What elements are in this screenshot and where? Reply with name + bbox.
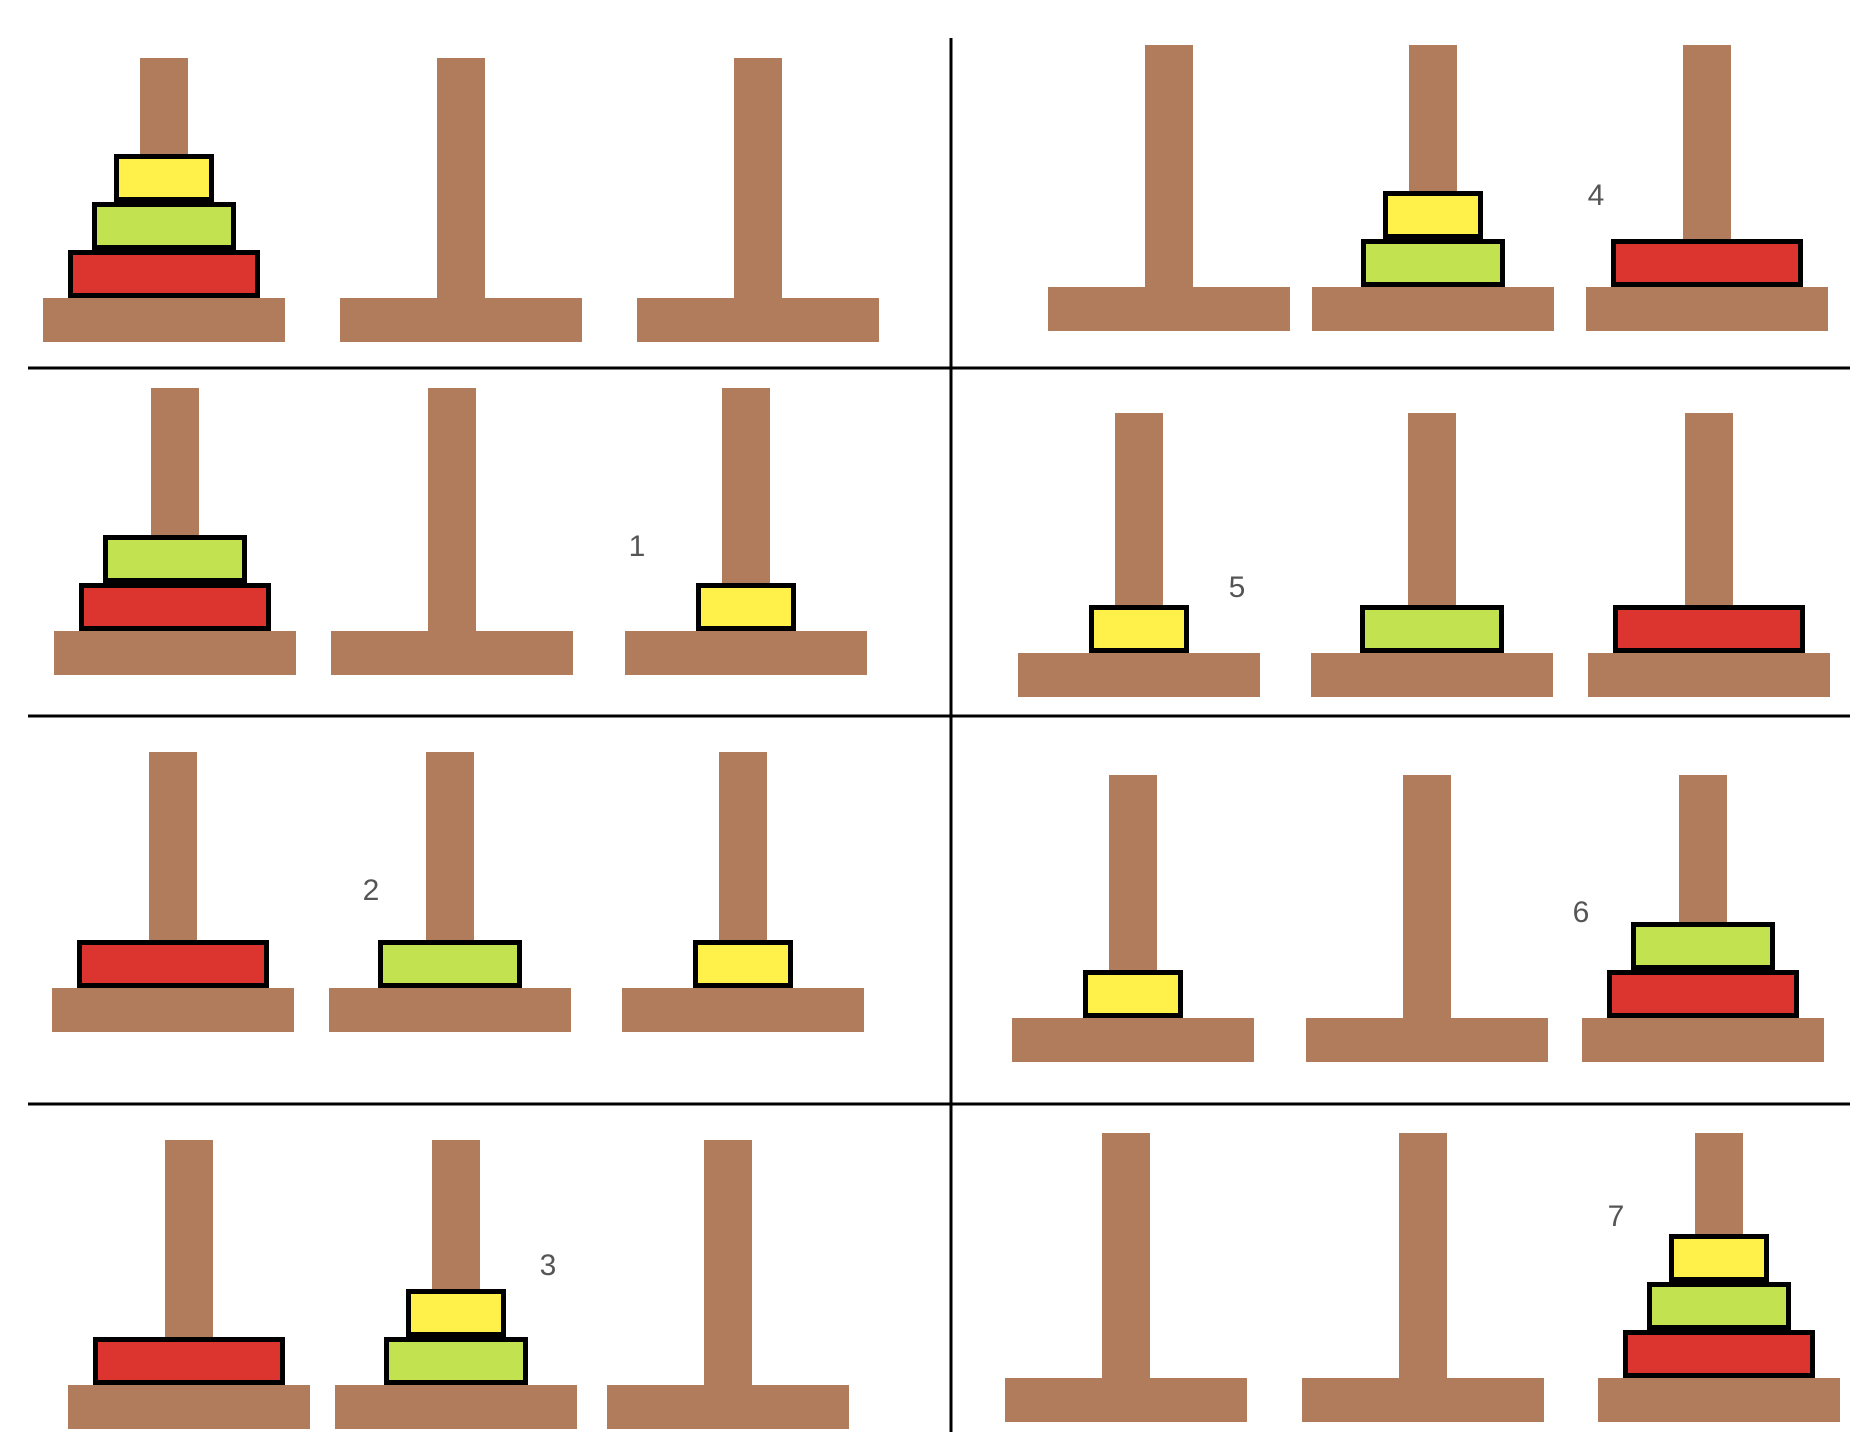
step-number: 3 xyxy=(540,1249,557,1282)
large-disk xyxy=(79,583,271,631)
panels: 1 2 3 4 5 6 7 xyxy=(43,45,1840,1429)
peg-2 xyxy=(340,58,582,342)
peg-base xyxy=(52,988,294,1032)
peg-base xyxy=(1312,287,1554,331)
peg-1 xyxy=(1018,413,1260,697)
peg-base xyxy=(1302,1378,1544,1422)
peg-1 xyxy=(1012,775,1254,1062)
peg-pole xyxy=(428,388,476,631)
peg-base xyxy=(625,631,867,675)
peg-pole xyxy=(1403,775,1451,1018)
peg-3 xyxy=(622,752,864,1032)
small-disk xyxy=(1083,970,1183,1018)
peg-base xyxy=(331,631,573,675)
panel-3: 3 xyxy=(68,1140,849,1429)
peg-3 xyxy=(625,388,867,675)
medium-disk xyxy=(1360,605,1504,653)
small-disk xyxy=(696,583,796,631)
peg-1 xyxy=(1005,1133,1247,1422)
peg-base xyxy=(1012,1018,1254,1062)
panel-1: 1 xyxy=(54,388,867,675)
peg-pole xyxy=(704,1140,752,1385)
peg-base xyxy=(1586,287,1828,331)
peg-pole xyxy=(1399,1133,1447,1378)
large-disk xyxy=(93,1337,285,1385)
peg-base xyxy=(1311,653,1553,697)
peg-3 xyxy=(607,1140,849,1429)
panel-2: 2 xyxy=(52,752,864,1032)
peg-base xyxy=(637,298,879,342)
panel-grid xyxy=(28,38,1850,1432)
peg-1 xyxy=(54,388,296,675)
peg-3 xyxy=(1588,413,1830,697)
step-number: 6 xyxy=(1573,896,1590,929)
panel-6: 6 xyxy=(1012,775,1824,1062)
peg-base xyxy=(1588,653,1830,697)
peg-3 xyxy=(637,58,879,342)
peg-base xyxy=(43,298,285,342)
medium-disk xyxy=(1647,1282,1791,1330)
medium-disk xyxy=(1631,922,1775,970)
large-disk xyxy=(68,250,260,298)
medium-disk xyxy=(92,202,236,250)
peg-base xyxy=(1048,287,1290,331)
peg-3 xyxy=(1586,45,1828,331)
peg-3 xyxy=(1598,1133,1840,1422)
step-number: 2 xyxy=(363,874,380,907)
peg-3 xyxy=(1582,775,1824,1062)
small-disk xyxy=(1669,1234,1769,1282)
peg-base xyxy=(54,631,296,675)
small-disk xyxy=(114,154,214,202)
medium-disk xyxy=(1361,239,1505,287)
peg-base xyxy=(335,1385,577,1429)
panel-7: 7 xyxy=(1005,1133,1840,1422)
panel-0 xyxy=(43,58,879,342)
peg-base xyxy=(607,1385,849,1429)
step-number: 4 xyxy=(1588,179,1605,212)
peg-2 xyxy=(329,752,571,1032)
peg-base xyxy=(1005,1378,1247,1422)
peg-2 xyxy=(331,388,573,675)
medium-disk xyxy=(384,1337,528,1385)
peg-2 xyxy=(1302,1133,1544,1422)
panel-4: 4 xyxy=(1048,45,1828,331)
large-disk xyxy=(1623,1330,1815,1378)
peg-pole xyxy=(1102,1133,1150,1378)
peg-2 xyxy=(1306,775,1548,1062)
large-disk xyxy=(77,940,269,988)
peg-2 xyxy=(335,1140,577,1429)
peg-pole xyxy=(437,58,485,298)
large-disk xyxy=(1611,239,1803,287)
peg-base xyxy=(329,988,571,1032)
peg-1 xyxy=(52,752,294,1032)
peg-base xyxy=(1018,653,1260,697)
peg-pole xyxy=(734,58,782,298)
peg-2 xyxy=(1312,45,1554,331)
step-number: 7 xyxy=(1608,1200,1625,1233)
peg-base xyxy=(340,298,582,342)
peg-1 xyxy=(1048,45,1290,331)
step-number: 5 xyxy=(1229,571,1246,604)
peg-base xyxy=(1582,1018,1824,1062)
peg-base xyxy=(68,1385,310,1429)
step-number: 1 xyxy=(629,530,646,563)
peg-base xyxy=(1306,1018,1548,1062)
medium-disk xyxy=(103,535,247,583)
peg-1 xyxy=(68,1140,310,1429)
peg-2 xyxy=(1311,413,1553,697)
panel-5: 5 xyxy=(1018,413,1830,697)
small-disk xyxy=(1089,605,1189,653)
peg-base xyxy=(1598,1378,1840,1422)
large-disk xyxy=(1607,970,1799,1018)
small-disk xyxy=(406,1289,506,1337)
peg-pole xyxy=(1145,45,1193,287)
small-disk xyxy=(693,940,793,988)
peg-base xyxy=(622,988,864,1032)
large-disk xyxy=(1613,605,1805,653)
small-disk xyxy=(1383,191,1483,239)
peg-1 xyxy=(43,58,285,342)
medium-disk xyxy=(378,940,522,988)
